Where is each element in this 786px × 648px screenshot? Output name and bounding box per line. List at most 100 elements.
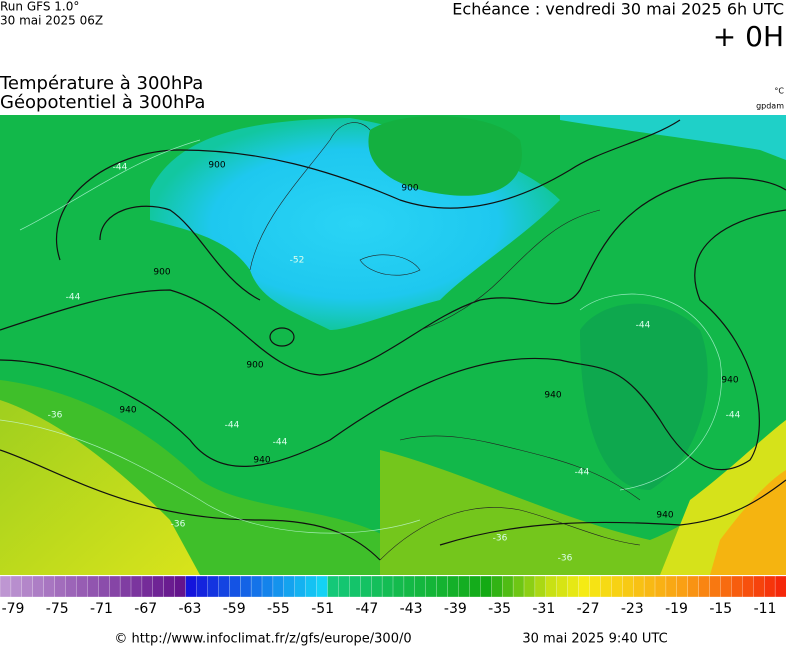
green-core [368,116,522,196]
contour-label: 940 [721,376,738,386]
colorbar-tick-label: -27 [577,601,600,617]
colorbar-swatch [98,575,110,598]
colorbar-swatch [523,575,536,598]
colorbar-swatch [600,575,612,598]
colorbar-swatch [687,575,700,598]
colorbar-swatch [316,575,328,598]
colorbar-swatch [589,575,601,598]
colorbar-tick-label: -23 [621,601,644,617]
colorbar-swatch [502,575,514,598]
colorbar-swatch [360,575,372,598]
colorbar-swatch [742,575,754,598]
colorbar-swatch [218,575,230,598]
colorbar-swatch [534,575,547,598]
colorbar-swatch [709,575,721,598]
colorbar-swatch [643,575,656,598]
colorbar-swatch [512,575,525,598]
contour-label: -44 [636,321,651,331]
colorbar-swatch [753,575,765,598]
colorbar-swatch [43,575,56,598]
colorbar-swatch [294,575,307,598]
contour-label: 940 [656,511,673,521]
contour-label: 900 [208,161,225,171]
colorbar-swatch [622,575,634,598]
colorbar-swatch [327,575,339,598]
map [0,115,786,575]
colorbar-swatch [371,575,383,598]
warm-zone [0,400,200,575]
contour-label: -36 [493,534,508,544]
colorbar-swatch [654,575,667,598]
colorbar-swatch [229,575,241,598]
colorbar-swatch [578,575,590,598]
contour-label: 900 [401,184,418,194]
colorbar-swatch [240,575,252,598]
colorbar-swatch [152,575,165,598]
warm-zone [710,470,786,575]
colorbar-swatch [556,575,569,598]
contour-label: -44 [273,438,288,448]
colorbar-swatch [32,575,45,598]
contour-label: -44 [726,411,741,421]
colorbar-swatch [0,575,12,598]
colorbar-swatch [119,575,132,598]
colorbar-swatch [163,575,176,598]
colorbar-tick-label: -63 [179,601,202,617]
colorbar-swatch [196,575,208,598]
colorbar-swatch [567,575,580,598]
colorbar-swatch [21,575,34,598]
colorbar-swatch [403,575,416,598]
colorbar-swatch [414,575,427,598]
colorbar-tick-label: -35 [488,601,511,617]
colorbar-swatch [764,575,776,598]
contour-label: 940 [544,391,561,401]
colorbar-tick-label: -39 [444,601,467,617]
colorbar-swatch [720,575,732,598]
colorbar-swatch [458,575,470,598]
contour-label: -36 [48,411,63,421]
contour-label: -36 [558,554,573,564]
run-label: 30 mai 2025 06Z [0,14,103,28]
contours [0,119,786,561]
title-geo: Géopotentiel à 300hPa [0,92,205,113]
colorbar-tick-label: -51 [311,601,334,617]
colorbar-swatch [611,575,623,598]
contour-label: -44 [225,421,240,431]
contour-label: 940 [119,406,136,416]
contour-label: -52 [290,256,305,266]
colorbar-tick-label: -31 [532,601,555,617]
colorbar-swatch [338,575,350,598]
unit-geo: gpdam [756,102,784,111]
colorbar-swatch [381,575,394,598]
colorbar-swatch [676,575,689,598]
contour-label: -44 [575,468,590,478]
colorbar-swatch [447,575,459,598]
model-label: Run GFS 1.0° [0,0,79,14]
colorbar-swatch [87,575,99,598]
colorbar-swatch [283,575,296,598]
colorbar-swatch [774,575,786,598]
colorbar-tick-label: -11 [754,601,777,617]
colorbar-tick-label: -55 [267,601,290,617]
colorbar-tick-label: -59 [223,601,246,617]
contour-labels: 900900900900940940940940940-44-44-44-44-… [48,161,741,564]
contour-label: -44 [113,163,128,173]
colorbar-tick-label: -47 [355,601,378,617]
colorbar-tick-label: -43 [400,601,423,617]
colorbar-tick-label: -15 [709,601,732,617]
footer-date: 30 mai 2025 9:40 UTC [522,632,667,647]
contour-label: -36 [171,520,186,530]
unit-temp: °C [774,87,784,96]
offset: + 0H [713,20,784,53]
colorbar-swatch [731,575,743,598]
colorbar-swatch [305,575,318,598]
colorbar-swatch [174,575,187,598]
colorbar-swatch [545,575,558,598]
colorbar-tick-label: -19 [665,601,688,617]
coastlines [249,122,641,561]
colorbar-swatch [109,575,121,598]
colorbar-swatch [491,575,503,598]
cold-zone [560,115,786,160]
title-temp: Température à 300hPa [0,73,203,94]
